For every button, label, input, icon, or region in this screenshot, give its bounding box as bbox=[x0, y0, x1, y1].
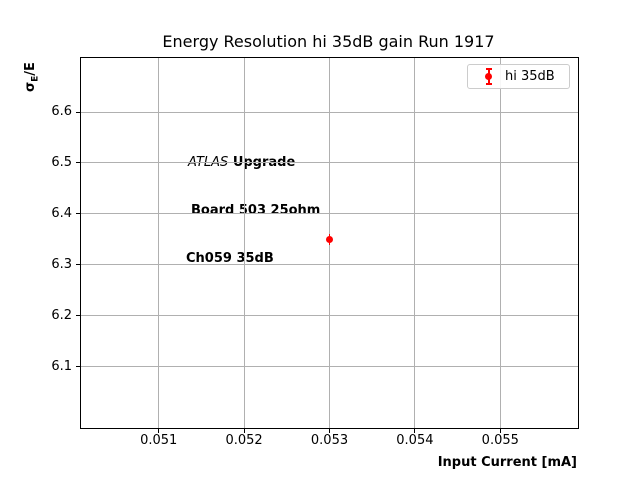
y-tick-label: 6.6 bbox=[51, 104, 72, 120]
annotation-line-2: Board 503 25ohm bbox=[191, 203, 321, 218]
legend-label: hi 35dB bbox=[505, 69, 555, 84]
y-tick-label: 6.3 bbox=[51, 256, 72, 272]
y-gridline bbox=[81, 111, 578, 113]
y-tick-mark bbox=[76, 264, 80, 266]
x-axis-label: Input Current [mA] bbox=[437, 455, 577, 470]
x-tick-mark bbox=[414, 429, 416, 433]
y-tick-mark bbox=[76, 162, 80, 164]
x-tick-label: 0.054 bbox=[396, 433, 434, 448]
y-tick-mark bbox=[76, 111, 80, 113]
x-tick-mark bbox=[499, 429, 501, 433]
y-axis-label-subscript: E bbox=[30, 75, 41, 82]
annotation: ATLAS Upgrade Board 503 25ohm Ch059 35dB bbox=[186, 123, 320, 299]
y-tick-label: 6.2 bbox=[51, 307, 72, 323]
y-tick-mark bbox=[76, 213, 80, 215]
x-tick-mark bbox=[158, 429, 160, 433]
x-tick-label: 0.053 bbox=[310, 433, 349, 448]
y-gridline bbox=[81, 213, 578, 215]
x-gridline bbox=[158, 58, 160, 428]
x-tick-mark bbox=[329, 429, 330, 433]
y-tick-label: 6.4 bbox=[51, 205, 72, 221]
annotation-line-3: Ch059 35dB bbox=[186, 251, 274, 266]
y-tick-label: 6.5 bbox=[51, 154, 72, 170]
y-axis-label-rest: /E bbox=[23, 62, 38, 76]
x-tick-label: 0.051 bbox=[140, 433, 178, 448]
y-tick-label: 6.1 bbox=[51, 358, 72, 374]
chart-title: Energy Resolution hi 35dB gain Run 1917 bbox=[162, 32, 495, 51]
x-gridline bbox=[243, 58, 245, 428]
y-gridline bbox=[81, 162, 578, 164]
y-gridline bbox=[81, 264, 578, 266]
y-tick-mark bbox=[76, 366, 80, 368]
x-tick-label: 0.055 bbox=[481, 433, 519, 448]
x-gridline bbox=[414, 58, 416, 428]
y-gridline bbox=[81, 366, 578, 368]
errorbar-marker-icon bbox=[485, 66, 492, 87]
plot-area: ATLAS Upgrade Board 503 25ohm Ch059 35dB… bbox=[80, 57, 579, 429]
x-tick-label: 0.052 bbox=[225, 433, 263, 448]
data-point bbox=[326, 235, 333, 243]
y-gridline bbox=[81, 315, 578, 317]
x-tick-mark bbox=[243, 429, 245, 433]
legend: hi 35dB bbox=[467, 64, 570, 89]
y-tick-mark bbox=[76, 315, 80, 317]
x-gridline bbox=[499, 58, 501, 428]
y-axis-label-sigma: σ bbox=[23, 81, 38, 92]
